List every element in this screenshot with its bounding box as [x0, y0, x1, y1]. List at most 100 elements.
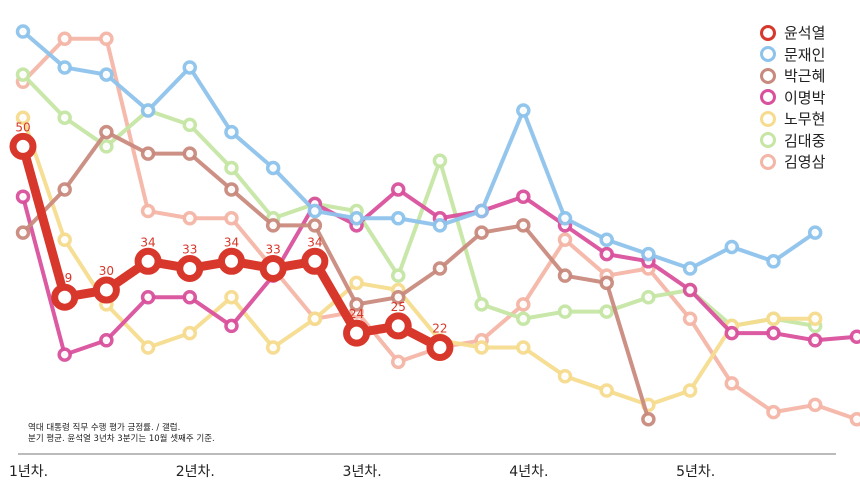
data-point	[557, 268, 573, 283]
data-point	[766, 404, 781, 420]
series-%EA%B9%80%EB%8C%80%EC%A4%91	[15, 67, 823, 334]
data-point	[474, 297, 489, 312]
data-point	[99, 139, 114, 154]
legend-marker-icon	[760, 89, 776, 106]
data-point	[807, 397, 823, 413]
data-point	[474, 203, 489, 219]
data-point	[724, 376, 740, 391]
data-point	[57, 182, 72, 197]
data-point	[432, 218, 448, 233]
data-point	[599, 246, 614, 262]
data-point	[224, 318, 239, 334]
data-point	[641, 289, 656, 305]
data-point	[557, 368, 573, 384]
source-note-line1: 역대 대통령 직무 수행 평가 긍정률. / 갤럽.	[28, 423, 181, 433]
data-point	[99, 31, 114, 46]
data-point	[724, 325, 740, 341]
data-point	[557, 232, 573, 248]
data-point	[182, 210, 198, 226]
data-point	[92, 276, 120, 304]
legend-item: 김영삼	[760, 151, 825, 173]
series-%EB%AC%B8%EC%9E%AC%EC%9D%B8	[15, 24, 823, 276]
data-point	[224, 160, 239, 176]
data-point	[99, 333, 114, 348]
legend-label: 김대중	[784, 131, 826, 150]
data-point	[265, 218, 281, 233]
legend-label: 박근혜	[784, 67, 826, 86]
data-point	[599, 383, 614, 398]
data-point	[140, 146, 156, 161]
data-point	[265, 160, 281, 176]
legend-marker-icon	[760, 24, 776, 41]
legend-item: 김대중	[760, 130, 825, 152]
data-point	[807, 333, 823, 348]
data-point	[432, 261, 448, 276]
legend-marker-icon	[760, 153, 776, 170]
data-label: 34	[307, 235, 322, 249]
data-point	[57, 110, 72, 125]
data-point	[182, 60, 198, 75]
data-point	[57, 60, 72, 75]
data-point	[766, 311, 781, 327]
data-point	[599, 232, 614, 248]
series-line	[21, 130, 651, 422]
data-point	[57, 31, 72, 46]
data-point	[516, 189, 531, 204]
legend-marker-icon	[760, 67, 776, 84]
data-label: 33	[266, 242, 281, 256]
series-%EB%B0%95%EA%B7%BC%ED%98%9C	[15, 124, 656, 427]
legend-label: 김영삼	[784, 153, 826, 172]
data-point	[9, 132, 37, 160]
x-tick-label: 1년차.	[9, 464, 48, 480]
data-point	[182, 146, 198, 161]
data-label: 25	[391, 300, 406, 314]
data-point	[807, 311, 823, 327]
data-point	[140, 289, 156, 305]
x-tick-label: 4년차.	[509, 464, 548, 480]
legend: 윤석열 문재인 박근혜 이명박 노무현 김대중 김영삼	[760, 22, 825, 173]
data-point	[224, 289, 239, 305]
data-point	[849, 329, 860, 344]
data-point	[516, 103, 531, 118]
legend-marker-icon	[760, 110, 776, 127]
data-point	[307, 311, 323, 327]
legend-marker-icon	[760, 132, 776, 149]
data-point	[682, 261, 698, 276]
data-label: 33	[182, 242, 197, 256]
x-axis: 1년차. 2년차. 3년차. 4년차. 5년차.	[9, 453, 836, 480]
data-point	[182, 289, 198, 305]
data-point	[474, 225, 489, 240]
data-label: 24	[349, 307, 364, 321]
x-tick-label: 2년차.	[176, 464, 215, 480]
legend-item: 박근혜	[760, 65, 825, 87]
series-line	[21, 115, 818, 407]
data-point	[99, 67, 114, 82]
data-point	[516, 311, 531, 327]
data-point	[57, 232, 72, 248]
data-point	[474, 340, 489, 355]
legend-item: 문재인	[760, 44, 825, 66]
data-point	[349, 275, 364, 291]
data-point	[224, 182, 239, 197]
data-point	[176, 254, 204, 282]
data-label: 29	[57, 271, 72, 285]
data-point	[349, 297, 364, 312]
data-point	[182, 117, 198, 133]
x-tick-label: 5년차.	[676, 464, 715, 480]
data-point	[15, 24, 31, 39]
legend-item: 윤석열	[760, 22, 825, 44]
data-label: 50	[15, 120, 30, 134]
data-point	[265, 340, 281, 355]
legend-label: 이명박	[784, 88, 826, 107]
data-point	[599, 304, 614, 319]
source-note: 역대 대통령 직무 수행 평가 긍정률. / 갤럽. 분기 평균. 윤석열 3년…	[28, 423, 215, 445]
data-label: 30	[99, 264, 114, 278]
data-point	[57, 347, 72, 362]
data-point	[224, 124, 239, 140]
data-point	[641, 412, 656, 427]
legend-marker-icon	[760, 46, 776, 63]
data-point	[599, 275, 614, 291]
data-point	[217, 247, 245, 275]
data-point	[766, 254, 781, 269]
